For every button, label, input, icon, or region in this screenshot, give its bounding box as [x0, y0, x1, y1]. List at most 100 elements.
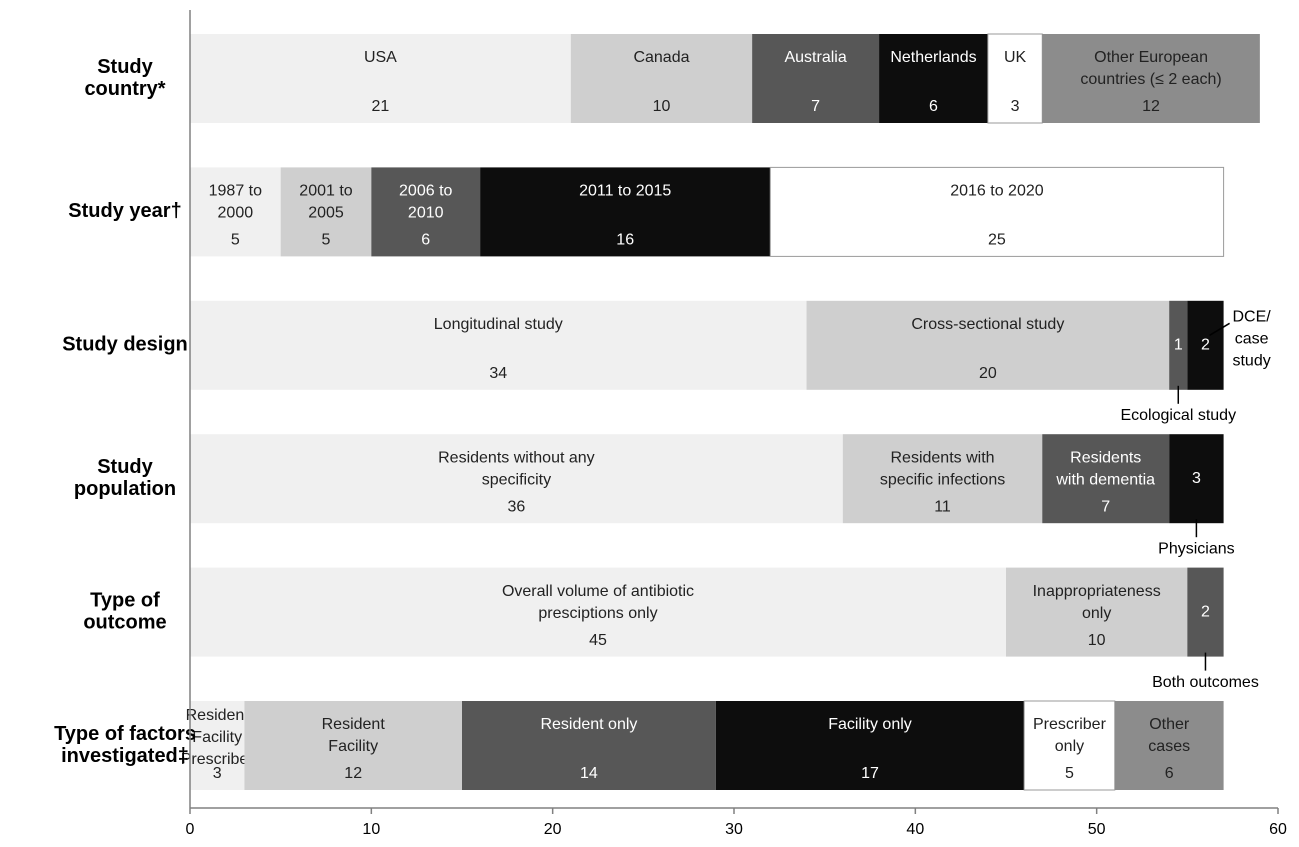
- segment-label: 1987 to: [209, 183, 262, 200]
- bar-segment: 3: [1169, 434, 1224, 524]
- segment-label: only: [1082, 605, 1111, 622]
- bar-rect: [371, 167, 481, 257]
- bar-rect: [879, 34, 988, 123]
- segment-value: 20: [979, 365, 997, 382]
- bar-rect: [752, 34, 880, 123]
- segment-value: 45: [589, 632, 607, 649]
- segment-value: 3: [1011, 98, 1020, 115]
- segment-label: 2006 to: [399, 183, 452, 200]
- bar-rect: [1187, 567, 1224, 657]
- bar-segment: 2001 to 2005 5: [280, 167, 372, 257]
- bar-rect: [190, 300, 807, 390]
- category-label: Study design: [62, 334, 188, 356]
- segment-value: 14: [580, 765, 598, 782]
- segment-label: cases: [1148, 738, 1190, 755]
- segment-label: USA: [364, 49, 397, 66]
- bar-segment: 1: [1169, 300, 1188, 390]
- category-label: Type of: [90, 589, 160, 611]
- annotation-label: study: [1232, 353, 1270, 370]
- category-label: population: [74, 478, 176, 500]
- segment-value: 11: [934, 498, 951, 515]
- segment-value: 10: [1088, 632, 1106, 649]
- bar-rect: [1114, 701, 1224, 790]
- category-label: country*: [84, 78, 165, 100]
- segment-label: 2005: [308, 205, 344, 222]
- x-tick-label: 10: [362, 821, 380, 838]
- bar-segment: Residents with dementia 7: [1042, 434, 1170, 524]
- bar-rect: [462, 701, 716, 790]
- segment-value: 1: [1174, 337, 1183, 354]
- segment-label: Residents: [1070, 449, 1141, 466]
- annotation-leader: [1209, 322, 1230, 336]
- category-label: Study: [97, 56, 153, 78]
- segment-value: 10: [653, 98, 671, 115]
- bar-rect: [806, 300, 1170, 390]
- segment-label: 2011 to 2015: [579, 183, 671, 200]
- annotation-label: Ecological study: [1120, 407, 1236, 424]
- x-tick-label: 40: [906, 821, 924, 838]
- bar-segment: Resident Facility 12: [244, 701, 462, 790]
- x-tick-label: 0: [186, 821, 195, 838]
- bar-rect: [1187, 300, 1224, 390]
- bar-rect: [190, 567, 1006, 657]
- x-tick-label: 60: [1269, 821, 1287, 838]
- segment-value: 36: [508, 498, 526, 515]
- bar-segment: Resident only 14: [462, 701, 716, 790]
- bar-segment: Residents without any specificity 36: [190, 434, 843, 524]
- bar-segment: Canada 10: [570, 34, 753, 123]
- bar-segment: Other European countries (≤ 2 each) 12: [1042, 34, 1260, 123]
- segment-value: 34: [489, 365, 507, 382]
- segment-value: 25: [988, 232, 1006, 249]
- segment-label: Resident: [186, 707, 250, 724]
- segment-label: Prescriber: [181, 751, 255, 768]
- segment-value: 12: [344, 765, 362, 782]
- bar-segment: Facility only 17: [715, 701, 1025, 790]
- segment-label: with dementia: [1055, 471, 1155, 488]
- bar-rect: [280, 167, 372, 257]
- segment-label: 2010: [408, 205, 444, 222]
- x-tick-label: 50: [1088, 821, 1106, 838]
- category-label: Study: [97, 456, 153, 478]
- bar-rect: [715, 701, 1025, 790]
- bar-segment: Inappropriateness only 10: [1006, 567, 1188, 657]
- bar-rect: [1169, 300, 1188, 390]
- bar-segment: 2011 to 2015 16: [480, 167, 771, 257]
- segment-label: Residents without any: [438, 449, 595, 466]
- segment-label: specificity: [482, 471, 551, 488]
- bar-rect: [1042, 34, 1260, 123]
- bar-rect: [1023, 700, 1116, 791]
- segment-label: Other: [1149, 716, 1190, 733]
- bar-rect: [244, 701, 462, 790]
- segment-label: Australia: [784, 49, 846, 66]
- segment-value: 7: [1101, 498, 1110, 515]
- segment-label: Facility only: [828, 716, 912, 733]
- bar-segment: 2006 to 2010 6: [371, 167, 481, 257]
- bar-segment: Australia 7: [752, 34, 880, 123]
- category-label: investigated‡: [61, 745, 189, 767]
- segment-value: 6: [929, 98, 938, 115]
- annotation: Both outcomes: [1152, 652, 1259, 691]
- segment-value: 6: [1165, 765, 1174, 782]
- bar-rect: [1042, 434, 1170, 524]
- segment-label: Inappropriateness: [1033, 583, 1161, 600]
- segment-value: 7: [811, 98, 820, 115]
- annotation-label: DCE/: [1232, 309, 1271, 326]
- segment-label: specific infections: [880, 471, 1005, 488]
- bar-segment: Prescriber only 5: [1023, 700, 1116, 791]
- segment-label: Prescriber: [1033, 716, 1107, 733]
- segment-label: 2000: [218, 205, 254, 222]
- segment-label: countries (≤ 2 each): [1080, 71, 1221, 88]
- bar-segment: UK 3: [987, 33, 1043, 124]
- segment-label: 2016 to 2020: [950, 183, 1044, 200]
- segment-label: Facility: [192, 729, 242, 746]
- bar-rect: [987, 33, 1043, 124]
- bar-segment: Residents with specific infections 11: [842, 434, 1043, 524]
- bar-rect: [769, 166, 1225, 257]
- category-label: Study year†: [68, 200, 181, 222]
- annotation-label: Physicians: [1158, 540, 1234, 557]
- segment-label: Facility: [328, 738, 378, 755]
- annotation: Ecological study: [1120, 385, 1236, 424]
- bar-segment: 2016 to 2020 25: [769, 166, 1225, 257]
